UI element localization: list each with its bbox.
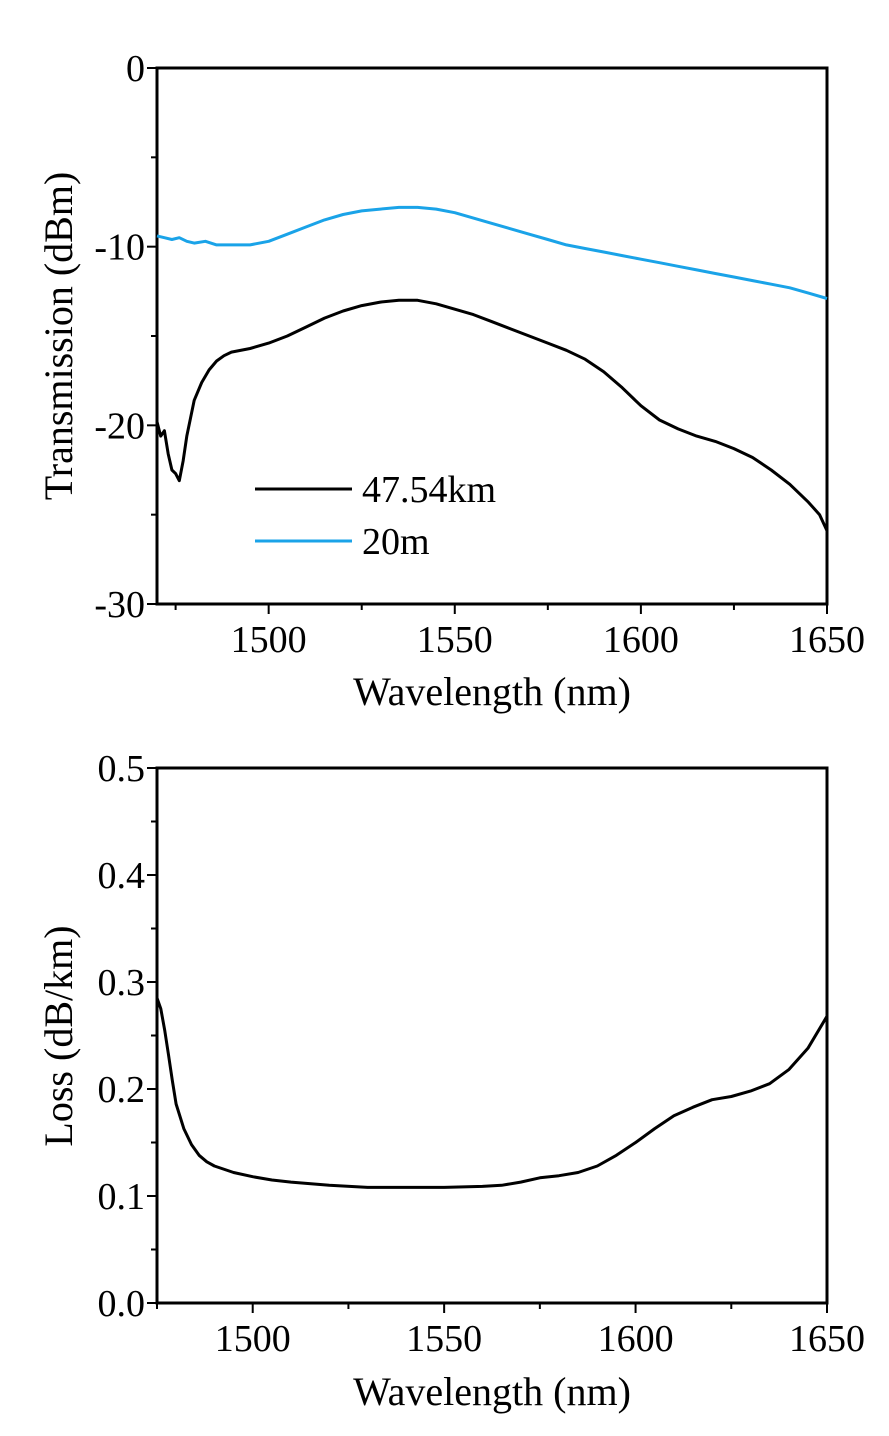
loss-panel: 1500 1550 1600 1650 0.0 0.1 0.2 0.3 0.4 0.5 Wave… [36, 748, 865, 1414]
x-tick-label: 1650 [789, 1318, 865, 1360]
y-tick-label: 0.0 [98, 1283, 146, 1325]
plot-frame [155, 66, 829, 606]
y-tick-label: 0 [126, 48, 145, 90]
y-ticks: 0.0 0.1 0.2 0.3 0.4 0.5 [98, 748, 157, 1325]
x-tick-label: 1550 [406, 1318, 482, 1360]
series-line-20m [156, 205, 828, 300]
y-axis-title: Loss (dB/km) [36, 925, 81, 1146]
series-group [155, 997, 829, 1189]
legend: 47.54km 20m [255, 469, 496, 563]
y-tick-label: -30 [94, 584, 145, 626]
y-tick-label: -10 [94, 227, 145, 269]
series-line-loss [155, 997, 829, 1189]
legend-label-20m: 20m [362, 521, 430, 563]
series-line-47-54km [155, 298, 829, 532]
x-ticks: 1500 1550 1600 1650 [174, 604, 865, 661]
x-tick-label: 1600 [598, 1318, 674, 1360]
y-tick-label: 0.2 [98, 1069, 146, 1111]
y-axis-title: Transmission (dBm) [36, 172, 81, 501]
x-tick-label: 1650 [789, 619, 865, 661]
legend-label-47km: 47.54km [362, 469, 496, 511]
x-axis-title: Wavelength (nm) [353, 669, 631, 714]
series-group [155, 205, 829, 532]
x-axis-title: Wavelength (nm) [353, 1369, 631, 1414]
x-tick-label: 1600 [603, 619, 679, 661]
plot-frame [155, 766, 829, 1305]
x-tick-label: 1500 [215, 1318, 291, 1360]
y-tick-label: -20 [94, 405, 145, 447]
y-tick-label: 0.3 [98, 962, 146, 1004]
y-tick-label: 0.4 [98, 855, 146, 897]
x-tick-label: 1500 [231, 619, 307, 661]
transmission-panel: 1500 1550 1600 1650 0-10-20-30 47.54km 20m … [36, 48, 865, 714]
y-tick-label: 0.1 [98, 1176, 146, 1218]
y-tick-label: 0.5 [98, 748, 146, 790]
x-tick-label: 1550 [417, 619, 493, 661]
x-ticks: 1500 1550 1600 1650 [156, 1303, 865, 1360]
y-ticks: 0 -10 -20 -30 [94, 48, 157, 626]
